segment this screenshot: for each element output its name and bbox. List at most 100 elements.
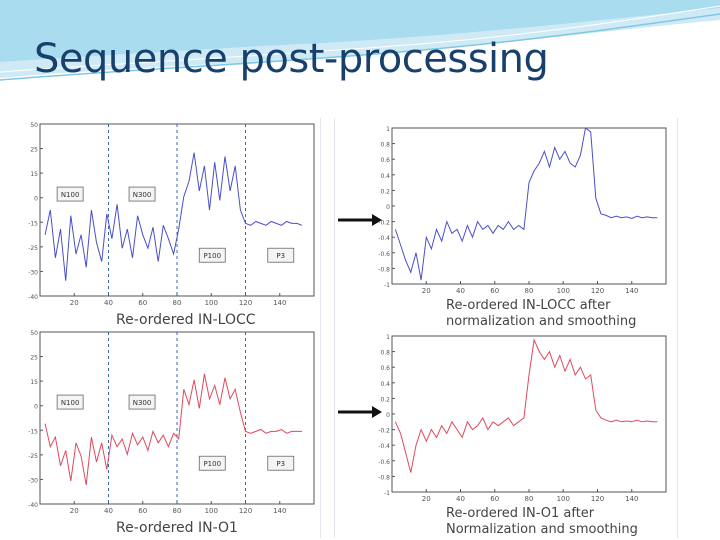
y-tick-label: 0 bbox=[34, 404, 38, 411]
y-tick-label: -1 bbox=[384, 490, 390, 497]
component-label: N100 bbox=[61, 399, 80, 407]
y-tick-label: 50 bbox=[30, 122, 38, 129]
right-arrow-icon bbox=[338, 214, 382, 226]
x-tick-label: 20 bbox=[422, 495, 431, 503]
component-box bbox=[198, 247, 226, 263]
component-label: P100 bbox=[203, 460, 221, 468]
y-tick-label: 0.8 bbox=[380, 350, 390, 357]
component-label: P3 bbox=[276, 460, 285, 468]
y-tick-label: 0.4 bbox=[380, 381, 390, 388]
y-tick-label: -0.8 bbox=[378, 474, 390, 481]
y-tick-label: -0.8 bbox=[378, 266, 390, 273]
y-tick-label: -0.6 bbox=[378, 251, 390, 258]
y-tick-label: 1 bbox=[386, 334, 390, 341]
caption-norm-in-o1-line1: Re-ordered IN-O1 after bbox=[446, 506, 595, 521]
component-label: N300 bbox=[133, 399, 152, 407]
y-tick-label: 0 bbox=[386, 412, 390, 419]
plot-area bbox=[391, 127, 667, 285]
y-tick-label: 50 bbox=[30, 330, 38, 337]
x-tick-label: 40 bbox=[104, 299, 113, 307]
y-tick-label: 15 bbox=[30, 379, 38, 386]
caption-norm-in-locc-line1: Re-ordered IN-LOCC after bbox=[446, 298, 611, 313]
caption-norm-in-locc-line2: normalization and smoothing bbox=[446, 314, 637, 329]
y-tick-label: 25 bbox=[30, 355, 38, 362]
x-tick-label: 40 bbox=[456, 287, 465, 295]
chart-normalized-in-o1: 1 0.8 0.6 0.4 0.2 0 -0.2 -0.4 -0.6 -0.8 -1 20 40 60 80… bbox=[378, 334, 667, 503]
x-tick-label: 100 bbox=[205, 299, 218, 307]
x-tick-label: 20 bbox=[422, 287, 431, 295]
y-tick-label: -30 bbox=[28, 477, 38, 484]
x-tick-label: 120 bbox=[591, 287, 604, 295]
y-tick-label: 0 bbox=[34, 196, 38, 203]
x-tick-label: 120 bbox=[591, 495, 604, 503]
component-label: N300 bbox=[133, 191, 152, 199]
x-tick-label: 80 bbox=[525, 495, 534, 503]
y-tick-label: -30 bbox=[28, 269, 38, 276]
header-wave-line bbox=[0, 13, 720, 81]
y-tick-label: -1 bbox=[384, 282, 390, 289]
y-tick-label: -40 bbox=[28, 294, 38, 301]
x-tick-label: 120 bbox=[239, 507, 252, 515]
x-tick-label: 60 bbox=[490, 287, 499, 295]
caption-raw-in-o1: Re-ordered IN-O1 bbox=[116, 520, 238, 536]
x-tick-label: 80 bbox=[173, 507, 182, 515]
chart-normalized-in-locc: 1 0.8 0.6 0.4 0.2 0 -0.2 -0.4 -0.6 -0.8 -1 20 40 60 80… bbox=[378, 126, 667, 295]
plot-area bbox=[391, 335, 667, 493]
component-label: N100 bbox=[61, 191, 80, 199]
y-tick-label: -0.6 bbox=[378, 459, 390, 466]
x-tick-label: 100 bbox=[557, 287, 570, 295]
x-tick-label: 20 bbox=[70, 507, 79, 515]
y-tick-label: 0.4 bbox=[380, 173, 390, 180]
x-tick-label: 20 bbox=[70, 299, 79, 307]
y-tick-label: -15 bbox=[28, 220, 38, 227]
series-line bbox=[394, 127, 658, 281]
x-tick-label: 140 bbox=[273, 507, 286, 515]
x-tick-label: 80 bbox=[525, 287, 534, 295]
right-arrow-icon bbox=[338, 406, 382, 418]
series-line bbox=[44, 373, 302, 485]
x-tick-label: 60 bbox=[138, 507, 147, 515]
component-box bbox=[56, 186, 84, 202]
y-tick-label: -15 bbox=[28, 428, 38, 435]
y-tick-label: 15 bbox=[30, 171, 38, 178]
header-wave-line-2 bbox=[0, 5, 720, 73]
caption-raw-in-locc: Re-ordered IN-LOCC bbox=[116, 312, 256, 328]
component-box bbox=[128, 394, 156, 410]
component-box bbox=[128, 186, 156, 202]
x-tick-label: 120 bbox=[239, 299, 252, 307]
caption-norm-in-o1-line2: Normalization and smoothing bbox=[446, 522, 638, 537]
y-tick-label: -25 bbox=[28, 453, 38, 460]
x-tick-label: 140 bbox=[273, 299, 286, 307]
y-tick-label: 0.6 bbox=[380, 365, 390, 372]
header-wave-band-dark bbox=[0, 0, 720, 62]
y-tick-label: 0.8 bbox=[380, 142, 390, 149]
series-line bbox=[394, 338, 658, 473]
x-tick-label: 60 bbox=[138, 299, 147, 307]
y-tick-label: 1 bbox=[386, 126, 390, 133]
y-tick-label: 0.2 bbox=[380, 396, 390, 403]
chart-raw-in-o1: 50 25 15 0 -15 -25 -30 -40 20 40 60 80 100 120 140 N100… bbox=[28, 330, 315, 515]
component-label: P100 bbox=[203, 252, 221, 260]
x-tick-label: 100 bbox=[205, 507, 218, 515]
x-tick-label: 140 bbox=[625, 495, 638, 503]
y-tick-label: -0.4 bbox=[378, 235, 390, 242]
x-tick-label: 40 bbox=[456, 495, 465, 503]
chart-raw-in-locc: 50 25 15 0 -15 -25 -30 -40 20 40 60 80 100 120 140 N100… bbox=[28, 122, 315, 307]
x-tick-label: 60 bbox=[490, 495, 499, 503]
x-tick-label: 140 bbox=[625, 287, 638, 295]
x-tick-label: 40 bbox=[104, 507, 113, 515]
component-box bbox=[56, 394, 84, 410]
component-box bbox=[267, 247, 295, 263]
y-tick-label: -25 bbox=[28, 245, 38, 252]
y-tick-label: -0.2 bbox=[378, 220, 390, 227]
slide-header-decoration bbox=[0, 0, 720, 81]
y-tick-label: 0.6 bbox=[380, 157, 390, 164]
y-tick-label: 25 bbox=[30, 147, 38, 154]
y-tick-label: -40 bbox=[28, 502, 38, 509]
y-tick-label: 0 bbox=[386, 204, 390, 211]
component-box bbox=[198, 455, 226, 471]
x-tick-label: 100 bbox=[557, 495, 570, 503]
component-label: P3 bbox=[276, 252, 285, 260]
y-tick-label: 0.2 bbox=[380, 188, 390, 195]
y-tick-label: -0.2 bbox=[378, 428, 390, 435]
